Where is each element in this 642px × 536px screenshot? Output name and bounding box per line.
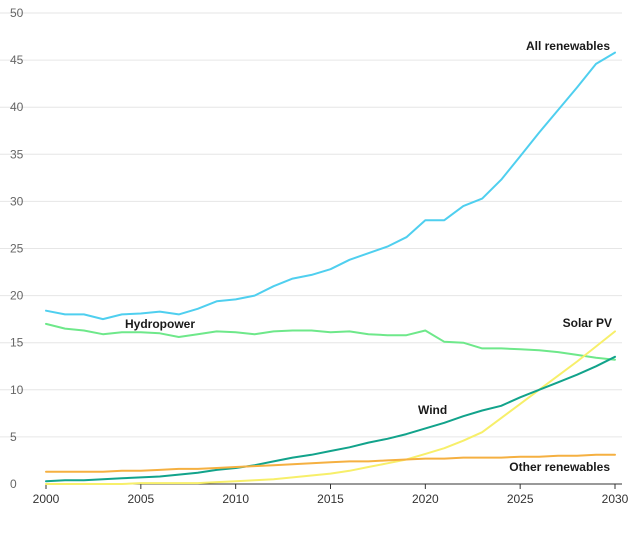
label-other-renewables: Other renewables <box>509 460 610 474</box>
label-wind: Wind <box>418 403 447 417</box>
y-tick-label-0: 0 <box>10 477 17 491</box>
y-tick-label-25: 25 <box>10 242 24 256</box>
x-tick-label-2015: 2015 <box>317 492 344 506</box>
x-tick-label-2020: 2020 <box>412 492 439 506</box>
y-axis-tick-labels: 0 5 10 15 20 25 30 35 40 45 50 <box>10 6 24 491</box>
label-all-renewables: All renewables <box>526 39 610 53</box>
label-solar-pv: Solar PV <box>563 316 612 330</box>
y-tick-label-45: 45 <box>10 53 24 67</box>
y-tick-label-20: 20 <box>10 289 24 303</box>
series-labels: All renewables Hydropower Solar PV Wind … <box>125 39 612 474</box>
x-tick-label-2025: 2025 <box>507 492 534 506</box>
series-line-hydropower <box>45 322 616 361</box>
y-tick-label-30: 30 <box>10 194 24 208</box>
series-line-all-renewables <box>45 51 616 321</box>
y-tick-label-5: 5 <box>10 430 17 444</box>
x-tick-label-2005: 2005 <box>127 492 154 506</box>
gridlines <box>0 12 622 438</box>
y-tick-label-50: 50 <box>10 6 24 20</box>
x-tick-label-2000: 2000 <box>33 492 60 506</box>
y-tick-label-15: 15 <box>10 336 24 350</box>
x-tick-label-2030: 2030 <box>602 492 629 506</box>
x-tick-label-2010: 2010 <box>222 492 249 506</box>
series-line-other-renewables <box>45 453 616 473</box>
x-axis: 2000 2005 2010 2015 2020 2025 2030 <box>33 483 629 506</box>
y-tick-label-35: 35 <box>10 147 24 161</box>
series-line-wind <box>45 355 616 483</box>
y-tick-label-10: 10 <box>10 383 24 397</box>
series-lines <box>45 51 616 485</box>
label-hydropower: Hydropower <box>125 317 195 331</box>
series-line-solar-pv <box>45 330 616 485</box>
y-tick-label-40: 40 <box>10 100 24 114</box>
